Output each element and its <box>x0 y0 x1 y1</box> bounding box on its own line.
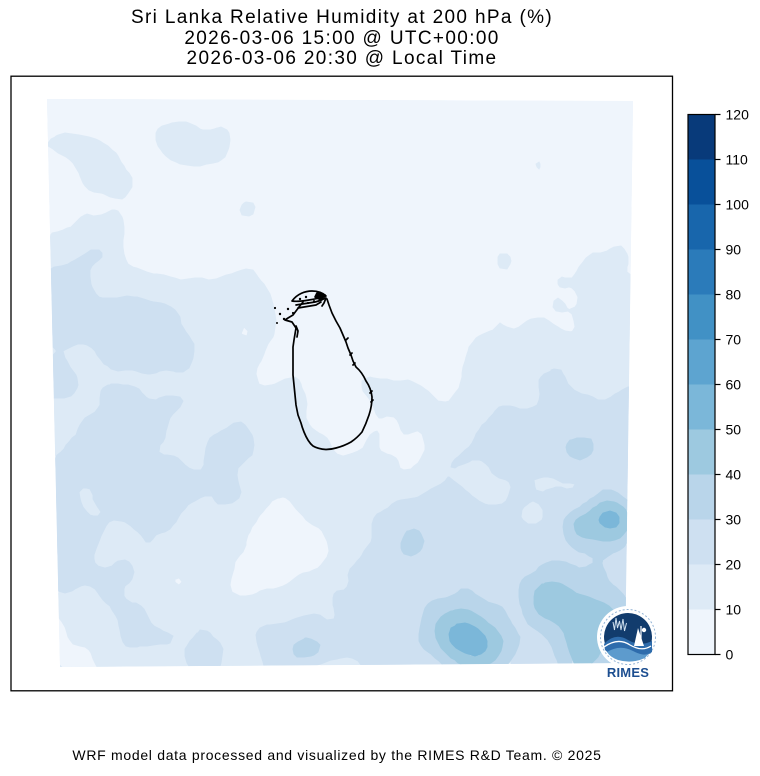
svg-text:70: 70 <box>726 332 742 348</box>
svg-text:0: 0 <box>726 647 734 663</box>
svg-text:30: 30 <box>726 512 742 528</box>
svg-text:40: 40 <box>726 467 742 483</box>
svg-text:100: 100 <box>726 197 750 213</box>
svg-text:80: 80 <box>726 287 742 303</box>
svg-text:10: 10 <box>726 602 742 618</box>
svg-text:60: 60 <box>726 377 742 393</box>
svg-text:50: 50 <box>726 422 742 438</box>
svg-text:20: 20 <box>726 557 742 573</box>
svg-text:120: 120 <box>726 107 750 123</box>
svg-text:RIMES: RIMES <box>607 665 649 680</box>
svg-text:90: 90 <box>726 242 742 258</box>
svg-text:110: 110 <box>726 152 749 168</box>
